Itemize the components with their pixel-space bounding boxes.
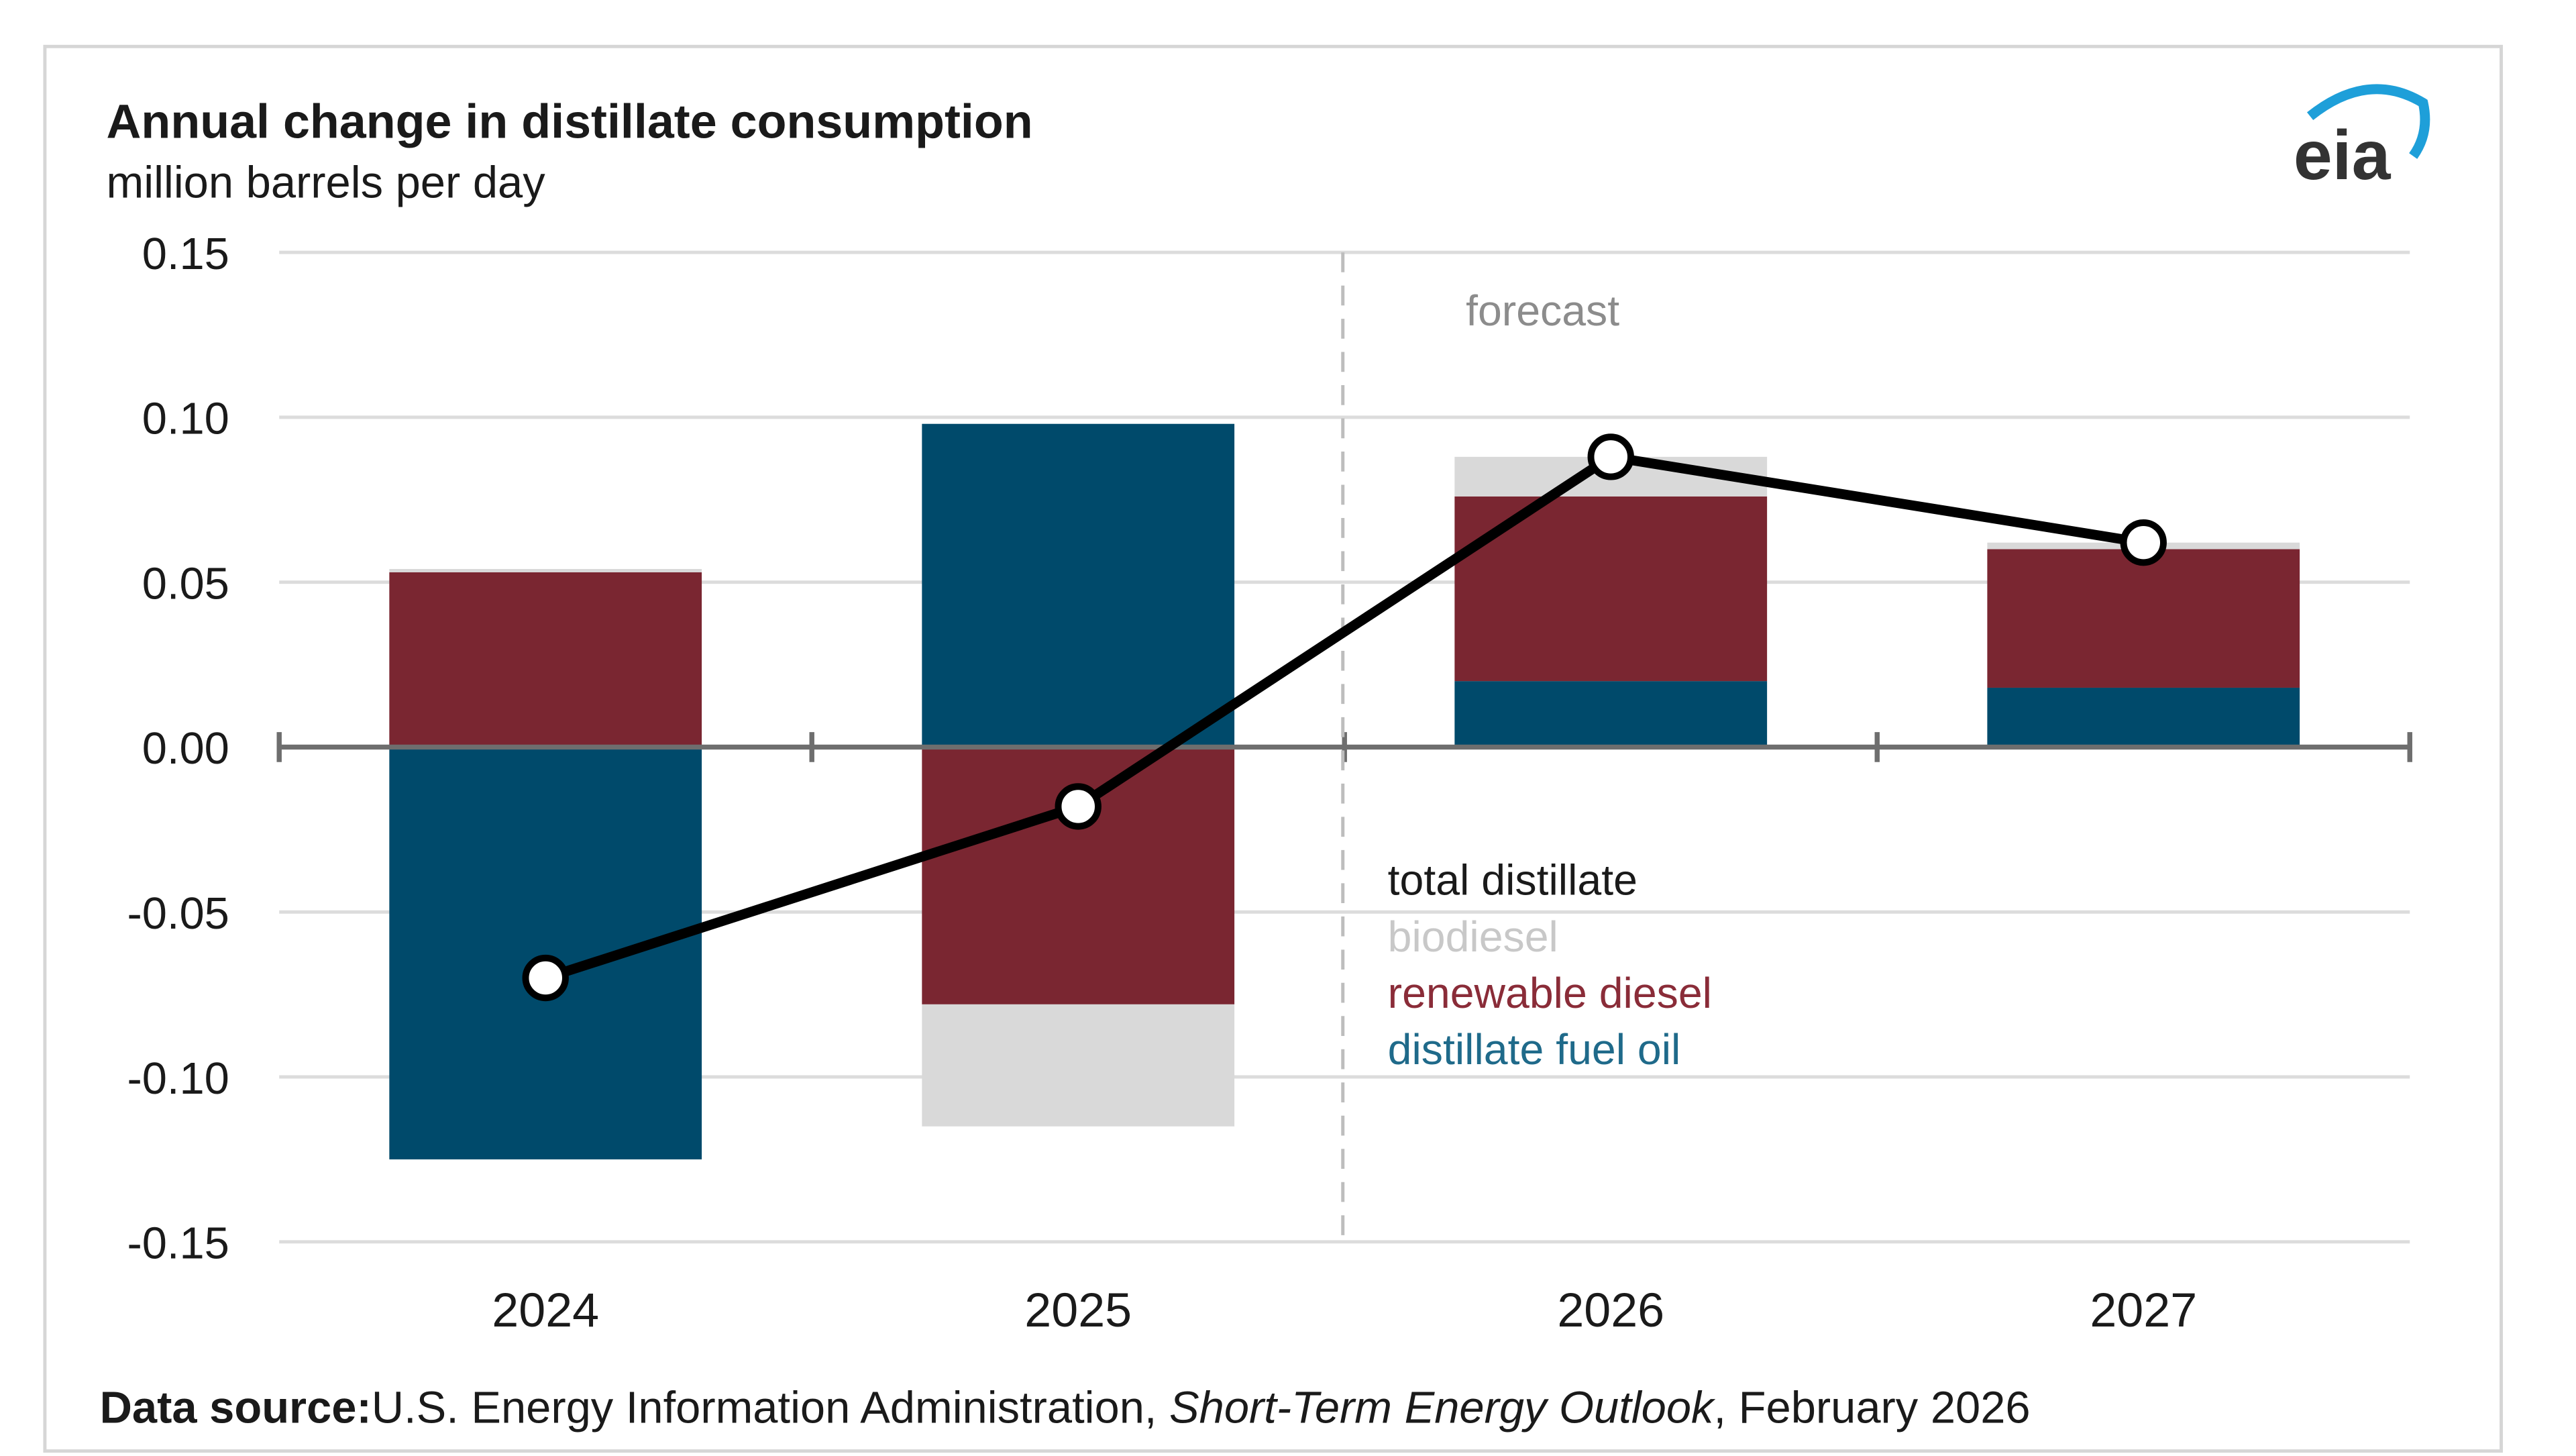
eia-logo: eia: [2294, 84, 2430, 195]
data-source-publication: Short-Term Energy Outlook: [1169, 1383, 1716, 1433]
forecast-label: forecast: [1466, 287, 1619, 335]
legend-item: renewable diesel: [1388, 969, 1712, 1017]
chart-title: Annual change in distillate consumption: [107, 95, 1033, 148]
y-tick-label: 0.15: [142, 229, 229, 279]
total-distillate-point-2027: [2120, 519, 2167, 566]
y-tick-label: 0.10: [142, 394, 229, 444]
x-tick-label: 2027: [2090, 1284, 2197, 1337]
x-tick-label: 2024: [492, 1284, 599, 1337]
y-tick-label: -0.05: [127, 888, 229, 939]
eia-logo-text: eia: [2294, 117, 2392, 195]
total-distillate-line: [543, 452, 2145, 983]
chart-subtitle: million barrels per day: [107, 157, 546, 207]
y-tick-label: -0.15: [127, 1218, 229, 1269]
total-distillate-point-2025: [1055, 783, 1102, 830]
bar-renewable-diesel-2027: [1987, 549, 2300, 688]
bar-distillate-fuel-oil-2027: [1987, 687, 2300, 747]
y-tick-label: -0.10: [127, 1053, 229, 1104]
legend-item: total distillate: [1388, 856, 1638, 904]
bar-distillate-fuel-oil-2024: [389, 747, 702, 1159]
bar-biodiesel-2024: [389, 569, 702, 572]
data-source-label: Data source:: [100, 1383, 372, 1433]
data-source: Data source:U.S. Energy Information Admi…: [100, 1383, 2031, 1433]
y-tick-label: 0.00: [142, 723, 229, 774]
bar-distillate-fuel-oil-2026: [1454, 681, 1768, 747]
legend-item: distillate fuel oil: [1388, 1025, 1681, 1074]
bar-distillate-fuel-oil-2025: [922, 423, 1235, 747]
legend-item: biodiesel: [1388, 913, 1558, 961]
total-distillate-point-2024: [522, 954, 569, 1002]
x-tick-label: 2026: [1557, 1284, 1664, 1337]
bar-biodiesel-2025: [922, 1004, 1235, 1127]
data-source-text: U.S. Energy Information Administration,: [372, 1383, 1169, 1433]
x-tick-label: 2025: [1024, 1284, 1132, 1337]
total-distillate-point-2026: [1587, 433, 1634, 480]
bar-renewable-diesel-2024: [389, 572, 702, 747]
data-source-date: , February 2026: [1714, 1383, 2031, 1433]
y-tick-label: 0.05: [142, 558, 229, 609]
